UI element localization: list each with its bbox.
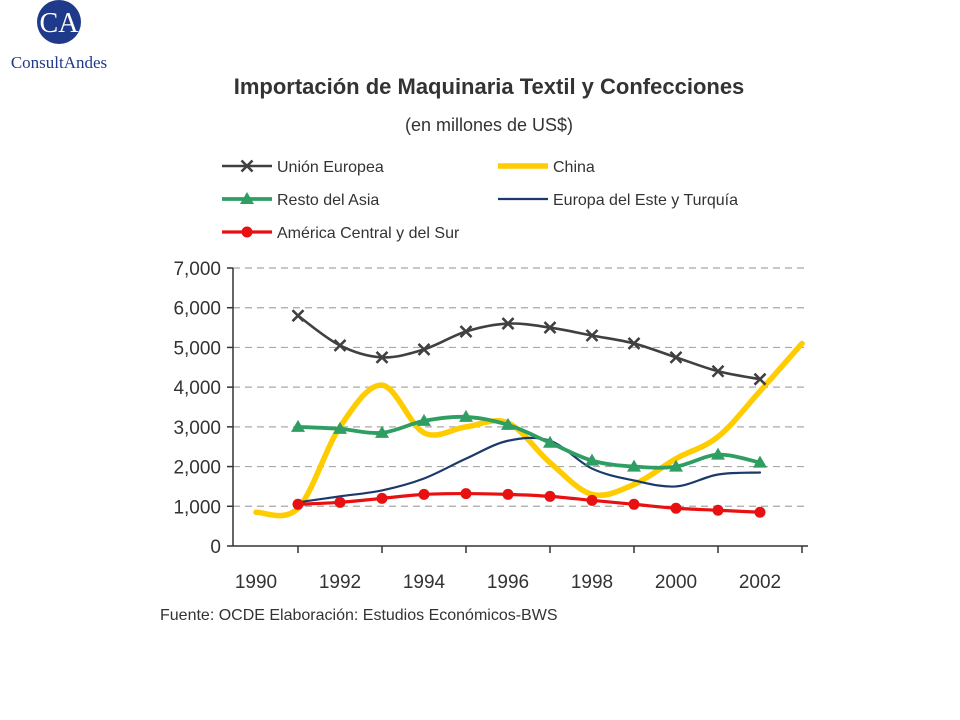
chart-subtitle: (en millones de US$) <box>405 115 573 135</box>
point-resto-del-asia <box>333 421 347 434</box>
legend-item-america-central-y-del-sur: América Central y del Sur <box>222 225 460 242</box>
y-tick-label: 1,000 <box>173 497 221 518</box>
x-tick-label: 1998 <box>571 572 613 593</box>
point-america-central-y-del-sur <box>628 498 640 510</box>
point-america-central-y-del-sur <box>754 506 766 518</box>
point-america-central-y-del-sur <box>418 488 430 500</box>
point-resto-del-asia <box>753 455 767 468</box>
point-america-central-y-del-sur <box>376 492 388 504</box>
point-america-central-y-del-sur <box>334 496 346 508</box>
x-tick-labels: 1990 1992 1994 1996 1998 2000 2002 <box>235 572 781 593</box>
legend-marker <box>240 159 254 173</box>
point-resto-del-asia <box>501 417 515 430</box>
point-union-europea <box>543 321 557 334</box>
y-tick-labels: 0 1,000 2,000 3,000 4,000 5,000 6,000 7,000 <box>173 259 221 558</box>
point-america-central-y-del-sur <box>586 494 598 506</box>
legend-label: Resto del Asia <box>277 192 379 209</box>
x-tick-label: 1996 <box>487 572 529 593</box>
legend-marker <box>240 192 254 204</box>
consultandes-logo: CA ConsultAndes <box>11 0 107 72</box>
legend-item-europa-del-este-y-turquia: Europa del Este y Turquía <box>498 192 738 209</box>
chart-axes <box>227 267 808 553</box>
logo-name: ConsultAndes <box>11 53 107 72</box>
point-resto-del-asia <box>627 459 641 472</box>
legend-marker <box>241 226 253 238</box>
y-tick-label: 4,000 <box>173 378 221 399</box>
point-union-europea <box>417 342 431 356</box>
point-resto-del-asia <box>543 435 557 448</box>
line-america-central-y-del-sur <box>296 491 762 514</box>
series-resto-del-asia <box>291 409 767 472</box>
y-tick-label: 5,000 <box>173 338 221 359</box>
x-tick-label: 1990 <box>235 572 277 593</box>
point-resto-del-asia <box>711 447 725 460</box>
series-union-europea <box>291 309 767 386</box>
x-tick-label: 1992 <box>319 572 361 593</box>
series-lines <box>253 309 805 519</box>
point-resto-del-asia <box>291 419 305 432</box>
point-america-central-y-del-sur <box>460 488 472 500</box>
point-union-europea <box>669 350 683 364</box>
line-union-europea <box>296 314 762 381</box>
point-resto-del-asia <box>417 413 431 426</box>
point-america-central-y-del-sur <box>670 502 682 514</box>
point-union-europea <box>375 350 389 364</box>
y-tick-label: 0 <box>210 537 221 558</box>
chart-legend: Unión Europea China Resto del Asia Europa d… <box>222 159 738 242</box>
logo-initials: CA <box>40 8 80 39</box>
point-union-europea <box>501 317 515 331</box>
point-union-europea <box>291 309 305 323</box>
point-america-central-y-del-sur <box>292 498 304 510</box>
point-resto-del-asia <box>375 425 389 438</box>
legend-label: China <box>553 159 595 176</box>
point-union-europea <box>333 339 347 352</box>
point-resto-del-asia <box>459 409 473 422</box>
point-union-europea <box>585 329 599 342</box>
legend-item-union-europea: Unión Europea <box>222 159 384 176</box>
legend-label: América Central y del Sur <box>277 225 460 242</box>
legend-item-china: China <box>498 159 595 176</box>
legend-label: Unión Europea <box>277 159 384 176</box>
logo-circle <box>37 0 81 44</box>
chart-title: Importación de Maquinaria Textil y Confe… <box>234 74 745 99</box>
y-tick-label: 3,000 <box>173 418 221 439</box>
point-america-central-y-del-sur <box>502 488 514 500</box>
point-america-central-y-del-sur <box>712 504 724 516</box>
legend-item-resto-del-asia: Resto del Asia <box>222 192 379 209</box>
x-tick-label: 1994 <box>403 572 446 593</box>
line-europa-del-este-y-turquia <box>296 436 762 504</box>
point-union-europea <box>753 372 767 386</box>
point-union-europea <box>459 325 473 338</box>
point-union-europea <box>627 337 641 350</box>
series-europa-del-este-y-turquia <box>296 436 762 504</box>
series-america-central-y-del-sur <box>292 488 766 518</box>
point-resto-del-asia <box>669 459 683 472</box>
y-tick-label: 2,000 <box>173 458 221 479</box>
y-tick-label: 6,000 <box>173 299 221 320</box>
x-tick-label: 2002 <box>739 572 781 593</box>
point-america-central-y-del-sur <box>544 490 556 502</box>
x-tick-label: 2000 <box>655 572 697 593</box>
point-union-europea <box>711 364 725 378</box>
y-tick-label: 7,000 <box>173 259 221 280</box>
point-resto-del-asia <box>585 453 599 466</box>
chart-source: Fuente: OCDE Elaboración: Estudios Econó… <box>160 607 558 624</box>
legend-label: Europa del Este y Turquía <box>553 192 738 209</box>
